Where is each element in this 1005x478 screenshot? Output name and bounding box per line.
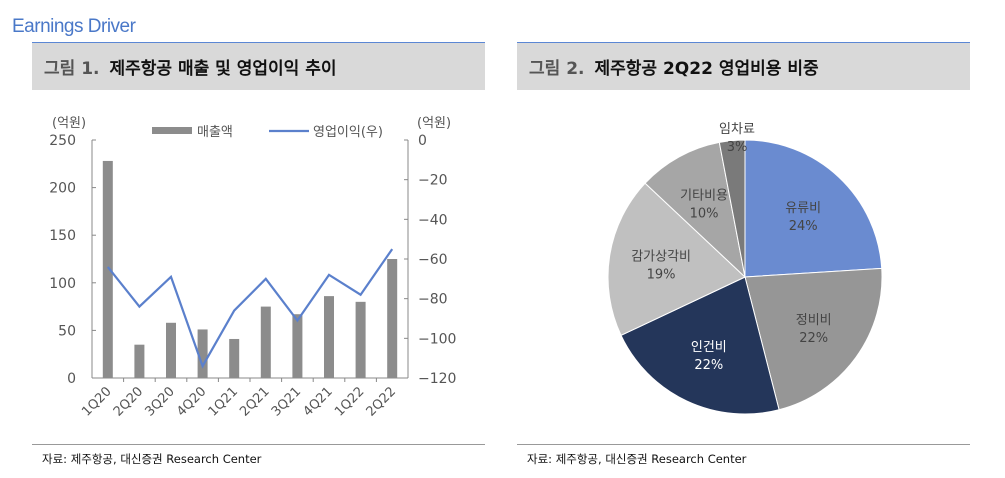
x-tick-label: 1Q20: [79, 384, 114, 419]
slice-label: 유류비: [785, 201, 821, 216]
slice-인건비: [620, 276, 780, 415]
bar-2Q21: [260, 306, 271, 378]
slice-label: 인건비: [691, 340, 727, 355]
slice-value: 10%: [690, 207, 719, 222]
bar-3Q20: [166, 322, 176, 378]
x-tick-label: 2Q22: [364, 384, 399, 419]
x-tick-label: 1Q21: [206, 384, 241, 419]
slice-감가상각비: [607, 182, 746, 336]
bar-1Q21: [229, 338, 240, 378]
figure2-source: 자료: 제주항공, 대신증권 Research Center: [517, 444, 970, 467]
slice-label: 정비비: [796, 313, 832, 328]
x-tick-label: 2Q21: [237, 384, 272, 419]
left-tick-label: 100: [49, 276, 76, 292]
slice-label: 감가상각비: [631, 250, 691, 265]
bar-1Q22: [355, 301, 366, 378]
slice-label: 임차료: [719, 122, 755, 137]
right-tick-label: 0: [418, 133, 427, 149]
bar-4Q21: [324, 296, 334, 378]
left-tick-label: 150: [49, 228, 76, 244]
slice-임차료: [718, 139, 746, 278]
slice-value: 24%: [789, 219, 818, 234]
x-tick-label: 4Q20: [174, 384, 209, 419]
figure1-title: 제주항공 매출 및 영업이익 추이: [109, 59, 337, 79]
slice-label: 기타비용: [680, 189, 728, 204]
slice-value: 22%: [799, 331, 828, 346]
bar-2Q22: [387, 259, 398, 378]
left-tick-label: 0: [67, 371, 76, 387]
bar-3Q21: [292, 314, 303, 378]
bar-1Q20: [102, 160, 113, 378]
slice-유류비: [744, 139, 883, 278]
x-tick-label: 3Q21: [269, 384, 304, 419]
slice-value: 3%: [727, 140, 748, 155]
left-tick-label: 250: [49, 133, 76, 149]
slice-정비비: [744, 267, 883, 411]
figure2-number: 그림 2.: [529, 59, 585, 79]
figure2-header: 그림 2. 제주항공 2Q22 영업비용 비중: [517, 42, 970, 90]
page-title: Earnings Driver: [12, 16, 136, 37]
x-tick-label: 1Q22: [332, 384, 367, 419]
legend-bar-label: 매출액: [197, 125, 233, 140]
slice-기타비용: [644, 141, 746, 279]
figure1-header: 그림 1. 제주항공 매출 및 영업이익 추이: [32, 42, 485, 90]
bar-4Q20: [197, 329, 208, 378]
right-axis-unit: (억원): [417, 116, 451, 131]
legend-bar-swatch: [152, 127, 192, 134]
figure1-number: 그림 1.: [44, 59, 100, 79]
figure1-source: 자료: 제주항공, 대신증권 Research Center: [32, 444, 485, 467]
left-axis-unit: (억원): [52, 116, 86, 131]
right-tick-label: −100: [418, 331, 456, 347]
right-tick-label: −60: [418, 252, 448, 268]
x-tick-label: 3Q20: [142, 384, 177, 419]
slice-value: 22%: [694, 358, 723, 373]
right-tick-label: −80: [418, 292, 448, 308]
legend-line-label: 영업이익(우): [313, 125, 383, 140]
bar-line-chart: 0 50 100 150 200 250 0 −20 −40 −60 −80 −100 −120 (억원)…: [49, 116, 456, 420]
bar-2Q20: [134, 344, 145, 378]
right-tick-label: −120: [418, 371, 456, 387]
x-tick-label: 2Q20: [111, 384, 146, 419]
x-tick-label: 4Q21: [300, 384, 335, 419]
right-tick-label: −20: [418, 173, 448, 189]
right-tick-label: −40: [418, 212, 448, 228]
line-operating-profit: [106, 248, 394, 369]
slice-value: 19%: [647, 268, 676, 283]
left-tick-label: 200: [49, 181, 76, 197]
left-tick-label: 50: [58, 323, 76, 339]
figure2-title: 제주항공 2Q22 영업비용 비중: [594, 59, 819, 79]
